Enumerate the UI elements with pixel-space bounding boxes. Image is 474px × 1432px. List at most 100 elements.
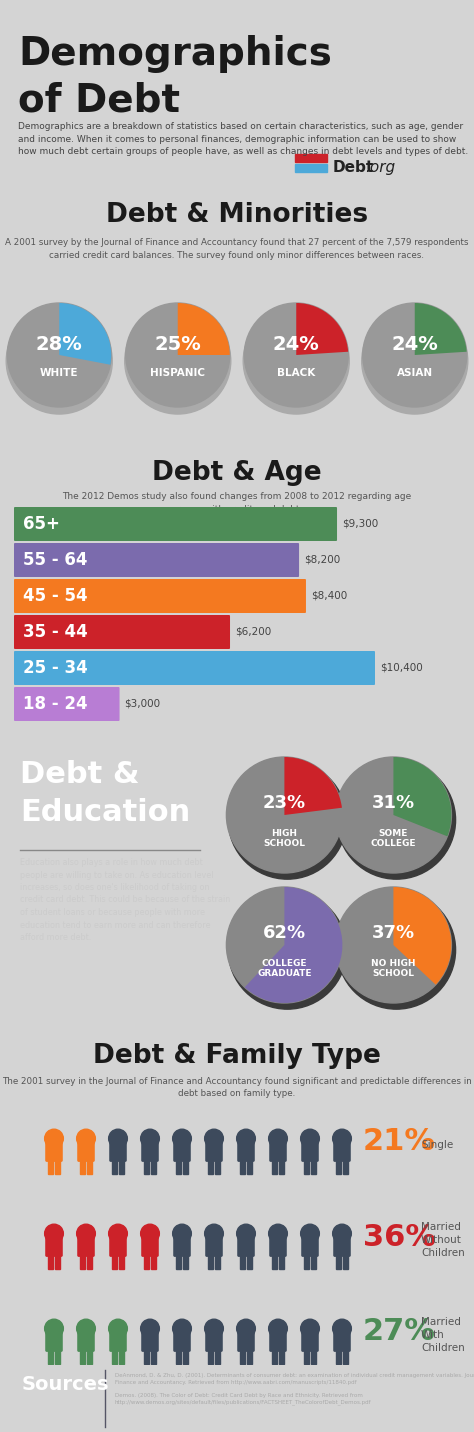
Circle shape bbox=[227, 886, 342, 1002]
Text: 21%: 21% bbox=[363, 1127, 436, 1157]
Circle shape bbox=[77, 1319, 95, 1337]
Text: Education: Education bbox=[20, 798, 190, 828]
Text: Debt & Family Type: Debt & Family Type bbox=[93, 1042, 381, 1070]
Circle shape bbox=[109, 1130, 128, 1148]
Bar bbox=[87, 1256, 92, 1269]
Wedge shape bbox=[178, 304, 230, 355]
Bar bbox=[55, 1161, 60, 1174]
FancyBboxPatch shape bbox=[333, 1325, 351, 1352]
Circle shape bbox=[337, 891, 456, 1010]
Bar bbox=[208, 1256, 213, 1269]
Text: $6,200: $6,200 bbox=[235, 627, 271, 637]
Circle shape bbox=[333, 1224, 351, 1243]
Bar bbox=[48, 1256, 53, 1269]
Bar bbox=[240, 1161, 245, 1174]
Bar bbox=[215, 1256, 220, 1269]
Circle shape bbox=[7, 304, 111, 407]
FancyBboxPatch shape bbox=[14, 652, 375, 684]
Bar bbox=[80, 1256, 85, 1269]
Text: 28%: 28% bbox=[36, 335, 82, 355]
Circle shape bbox=[109, 1224, 128, 1243]
Bar bbox=[343, 1161, 348, 1174]
Text: 36%: 36% bbox=[363, 1223, 436, 1252]
Bar bbox=[279, 1256, 284, 1269]
Text: 24%: 24% bbox=[273, 335, 319, 355]
FancyBboxPatch shape bbox=[45, 1325, 63, 1352]
Circle shape bbox=[45, 1319, 64, 1337]
Circle shape bbox=[363, 304, 467, 407]
Circle shape bbox=[228, 891, 346, 1010]
Text: Education also plays a role in how much debt
people are willing to take on. As e: Education also plays a role in how much … bbox=[20, 858, 230, 942]
Text: WHITE: WHITE bbox=[40, 368, 79, 378]
FancyBboxPatch shape bbox=[14, 579, 306, 613]
FancyBboxPatch shape bbox=[333, 1134, 351, 1161]
Bar bbox=[112, 1350, 117, 1365]
Text: Debt: Debt bbox=[333, 160, 374, 175]
Text: 31%: 31% bbox=[372, 793, 415, 812]
FancyBboxPatch shape bbox=[109, 1229, 127, 1257]
Circle shape bbox=[141, 1224, 159, 1243]
Circle shape bbox=[173, 1224, 191, 1243]
Bar bbox=[144, 1350, 149, 1365]
Bar bbox=[247, 1256, 252, 1269]
FancyBboxPatch shape bbox=[109, 1134, 127, 1161]
Circle shape bbox=[205, 1130, 223, 1148]
Circle shape bbox=[45, 1130, 64, 1148]
Circle shape bbox=[6, 308, 112, 414]
Text: DeAnmond, D. & Zhu, D. (2001). Determinants of consumer debt: an examination of : DeAnmond, D. & Zhu, D. (2001). Determina… bbox=[115, 1373, 474, 1405]
Text: .org: .org bbox=[365, 160, 395, 175]
Bar bbox=[272, 1350, 277, 1365]
Text: ASIAN: ASIAN bbox=[397, 368, 433, 378]
Text: Married
Without
Children: Married Without Children bbox=[421, 1221, 465, 1259]
Bar bbox=[304, 1161, 309, 1174]
FancyBboxPatch shape bbox=[45, 1229, 63, 1257]
FancyBboxPatch shape bbox=[141, 1229, 159, 1257]
Bar bbox=[183, 1161, 188, 1174]
Bar bbox=[336, 1161, 341, 1174]
Text: Single: Single bbox=[421, 1140, 453, 1150]
FancyBboxPatch shape bbox=[77, 1229, 95, 1257]
FancyBboxPatch shape bbox=[205, 1134, 223, 1161]
Text: of Debt: of Debt bbox=[18, 82, 180, 120]
Bar bbox=[208, 1350, 213, 1365]
Text: $8,200: $8,200 bbox=[304, 556, 340, 566]
FancyBboxPatch shape bbox=[14, 543, 299, 577]
Text: 45 - 54: 45 - 54 bbox=[23, 587, 88, 604]
FancyBboxPatch shape bbox=[333, 1229, 351, 1257]
Bar bbox=[247, 1350, 252, 1365]
Circle shape bbox=[269, 1319, 287, 1337]
FancyBboxPatch shape bbox=[14, 614, 230, 649]
Bar bbox=[176, 1350, 181, 1365]
Bar bbox=[183, 1350, 188, 1365]
Bar bbox=[215, 1161, 220, 1174]
Text: 62%: 62% bbox=[263, 924, 306, 942]
Bar bbox=[144, 1256, 149, 1269]
Bar bbox=[272, 1161, 277, 1174]
Bar bbox=[272, 1256, 277, 1269]
Text: $3,000: $3,000 bbox=[125, 699, 161, 709]
FancyBboxPatch shape bbox=[205, 1325, 223, 1352]
Circle shape bbox=[337, 760, 456, 879]
Circle shape bbox=[301, 1224, 319, 1243]
Circle shape bbox=[141, 1319, 159, 1337]
Circle shape bbox=[237, 1130, 255, 1148]
Circle shape bbox=[173, 1130, 191, 1148]
Text: Debt & Age: Debt & Age bbox=[152, 460, 322, 485]
Wedge shape bbox=[415, 304, 466, 355]
Bar bbox=[48, 1350, 53, 1365]
Text: NO HIGH
SCHOOL: NO HIGH SCHOOL bbox=[371, 959, 416, 978]
Text: 18 - 24: 18 - 24 bbox=[23, 695, 88, 713]
Bar bbox=[87, 1350, 92, 1365]
Circle shape bbox=[301, 1130, 319, 1148]
Circle shape bbox=[243, 308, 349, 414]
Bar bbox=[55, 1256, 60, 1269]
Circle shape bbox=[228, 760, 346, 879]
Text: The 2012 Demos study also found changes from 2008 to 2012 regarding age
groups w: The 2012 Demos study also found changes … bbox=[63, 493, 411, 514]
Text: 27%: 27% bbox=[363, 1317, 436, 1346]
Circle shape bbox=[237, 1319, 255, 1337]
Wedge shape bbox=[393, 886, 451, 985]
Wedge shape bbox=[393, 758, 451, 836]
Circle shape bbox=[362, 308, 468, 414]
Circle shape bbox=[333, 1319, 351, 1337]
FancyBboxPatch shape bbox=[301, 1229, 319, 1257]
